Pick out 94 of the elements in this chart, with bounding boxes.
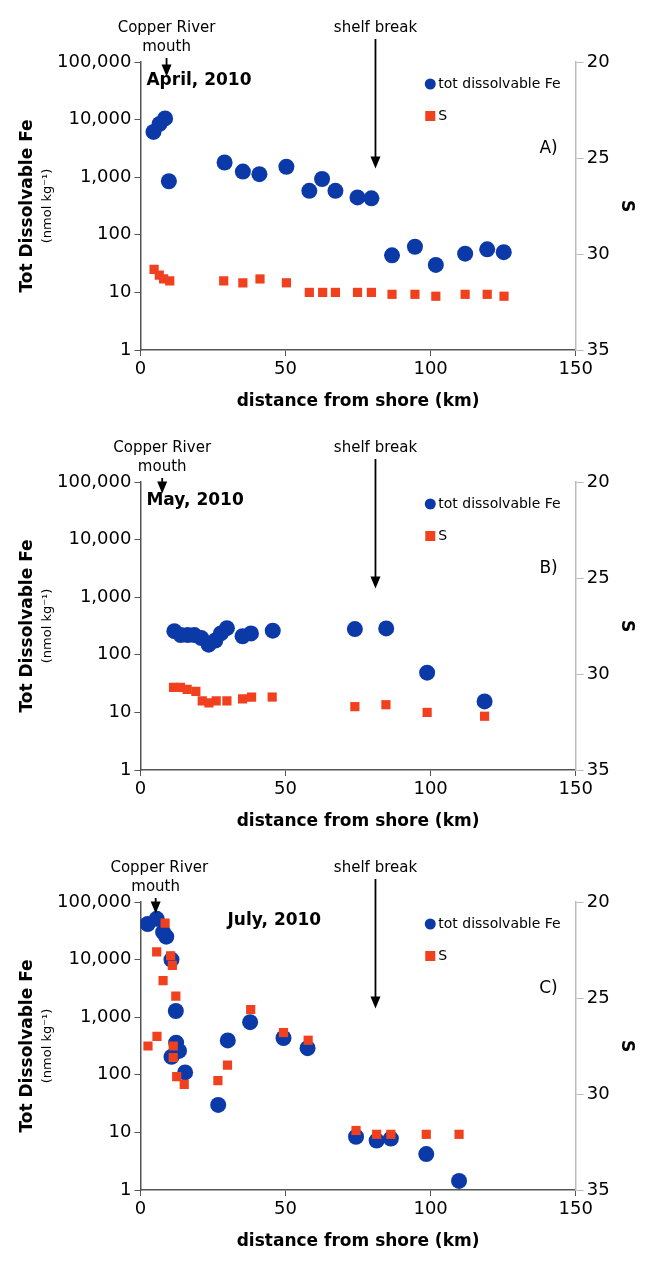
- legend-label: tot dissolvable Fe: [438, 914, 561, 931]
- chart-title: May, 2010: [146, 488, 244, 509]
- point: [384, 247, 401, 264]
- x-tick-label: 50: [274, 777, 297, 799]
- y2-tick-label: 25: [586, 985, 610, 1007]
- y2-tick-label: 20: [586, 469, 610, 491]
- point: [218, 620, 235, 637]
- y2-tick-label: 35: [586, 1177, 610, 1199]
- x-tick-label: 50: [274, 1197, 297, 1219]
- point: [167, 1003, 184, 1020]
- y2-tick-label: 30: [586, 1081, 610, 1103]
- y2-tick-label: 25: [586, 145, 610, 167]
- y-tick-label: 10: [108, 700, 132, 722]
- point: [264, 622, 281, 639]
- point: [210, 1096, 227, 1113]
- point: [476, 693, 493, 710]
- point: [349, 189, 366, 206]
- y2-tick-label: 30: [586, 241, 610, 263]
- point: [157, 110, 174, 127]
- y2-tick-label: 20: [586, 889, 610, 911]
- x-axis-title: distance from shore (km): [236, 810, 480, 831]
- x-tick-label: 150: [558, 777, 593, 799]
- x-tick-label: 0: [134, 1197, 147, 1219]
- legend-label: S: [438, 526, 448, 543]
- y2-axis-title: S: [618, 1039, 639, 1053]
- point: [427, 256, 444, 273]
- x-tick-label: 150: [558, 1197, 593, 1219]
- y-axis-title: Tot Dissolvable Fe (nmol kg⁻¹): [16, 539, 55, 713]
- x-tick-label: 0: [134, 777, 147, 799]
- y-tick-label: 100: [97, 1062, 132, 1084]
- point: [251, 166, 268, 183]
- point: [242, 1014, 259, 1031]
- point: [406, 238, 423, 255]
- text: shelf break: [333, 438, 418, 456]
- y-axis-title: Tot Dissolvable Fe (nmol kg⁻¹): [16, 959, 55, 1133]
- point: [219, 1032, 236, 1049]
- y-tick-label: 1,000: [79, 584, 132, 606]
- x-axis-title: distance from shore (km): [236, 1230, 480, 1251]
- point: [314, 171, 331, 188]
- y-tick-label: 10: [108, 1120, 132, 1142]
- point: [419, 664, 436, 681]
- y-tick-label: 1: [119, 1177, 132, 1199]
- x-tick-label: 100: [413, 357, 448, 379]
- chart-title: July, 2010: [226, 908, 322, 929]
- point: [346, 621, 363, 638]
- point: [216, 154, 233, 171]
- y2-tick-label: 35: [586, 337, 610, 359]
- y-tick-label: 1: [119, 337, 132, 359]
- point: [234, 163, 251, 180]
- y-tick-label: 10,000: [68, 527, 132, 549]
- point: [457, 245, 474, 262]
- point: [363, 190, 380, 207]
- point: [495, 244, 512, 261]
- y2-tick-label: 30: [586, 661, 610, 683]
- point: [160, 173, 177, 190]
- chart-title: April, 2010: [146, 68, 252, 89]
- y2-tick-label: 25: [586, 565, 610, 587]
- point: [301, 182, 318, 199]
- y2-axis-title: S: [618, 619, 639, 633]
- y2-axis-title: S: [618, 199, 639, 213]
- annotation: C): [539, 976, 558, 997]
- y-tick-label: 1,000: [79, 1004, 132, 1026]
- x-tick-label: 50: [274, 357, 297, 379]
- text: shelf break: [333, 858, 418, 876]
- x-tick-label: 100: [413, 1197, 448, 1219]
- y-tick-label: 10,000: [68, 107, 132, 129]
- x-tick-label: 100: [413, 777, 448, 799]
- point: [418, 1146, 435, 1163]
- x-axis-title: distance from shore (km): [236, 390, 480, 411]
- point: [327, 182, 344, 199]
- point: [451, 1172, 468, 1189]
- legend-label: S: [438, 946, 448, 963]
- y2-tick-label: 35: [586, 757, 610, 779]
- point: [242, 625, 259, 642]
- y-tick-label: 100: [97, 222, 132, 244]
- point: [278, 158, 295, 175]
- x-tick-label: 0: [134, 357, 147, 379]
- point: [479, 241, 496, 258]
- y-tick-label: 100: [97, 642, 132, 664]
- point: [158, 928, 175, 945]
- y-tick-label: 1,000: [79, 164, 132, 186]
- legend-label: tot dissolvable Fe: [438, 74, 561, 91]
- legend-label: S: [438, 106, 448, 123]
- annotation: B): [539, 556, 558, 577]
- y-tick-label: 10: [108, 280, 132, 302]
- annotation: A): [539, 136, 558, 157]
- text: shelf break: [333, 18, 418, 36]
- legend-label: tot dissolvable Fe: [438, 494, 561, 511]
- y-tick-label: 1: [119, 757, 132, 779]
- y2-tick-label: 20: [586, 49, 610, 71]
- point: [378, 620, 395, 637]
- x-tick-label: 150: [558, 357, 593, 379]
- y-tick-label: 10,000: [68, 947, 132, 969]
- y-axis-title: Tot Dissolvable Fe (nmol kg⁻¹): [16, 119, 55, 293]
